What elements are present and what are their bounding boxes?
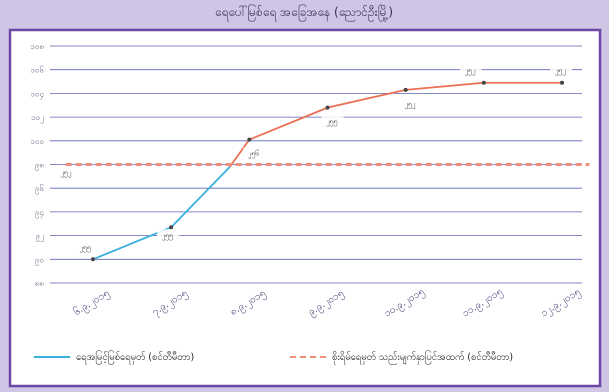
data-label-bg — [55, 166, 78, 178]
data-label-bg — [75, 241, 97, 253]
data-label-bg — [243, 147, 266, 159]
data-point — [169, 225, 174, 230]
gridlines — [50, 45, 582, 284]
y-tick-label: ၁၀၄ — [31, 89, 45, 100]
data-point — [560, 80, 564, 85]
data-point — [403, 87, 408, 92]
y-tick-label: ၁၀၂ — [31, 113, 44, 124]
y-tick-label: ၈၈ — [35, 279, 44, 288]
data-label-bg — [321, 115, 344, 127]
data-label: ၂၅၂ — [59, 169, 71, 178]
data-label: ၂၅၂ — [554, 67, 566, 76]
series-layer — [65, 80, 590, 262]
y-tick-label: ၉၂ — [36, 232, 45, 243]
chart-title: ရေပေါ်မြစ်ရေ အခြေအနေ (ညောင်ဦးမြို့) — [215, 3, 393, 22]
y-tick-label: ၉၈ — [35, 161, 44, 172]
data-label: ၂၅၅ — [161, 231, 173, 240]
y-tick-label: ၉၀ — [35, 255, 44, 266]
y-tick-label: ၉၄ — [35, 208, 44, 219]
series-line — [229, 81, 562, 168]
data-label: ၂၅၂ — [403, 100, 415, 109]
data-label: ၂၅၅ — [78, 243, 90, 252]
legend-label-warning-level: စိုးရိမ်ရေမှတ် သည်းမျက်နှာပြင်အထက် (စင်တ… — [332, 351, 513, 364]
data-point — [481, 80, 486, 85]
data-label: ၂၅၆ — [247, 150, 259, 159]
data-label: ၂၅၅ — [325, 118, 337, 127]
data-label-bg — [550, 64, 572, 76]
data-label-bg — [459, 64, 482, 76]
data-point — [325, 105, 330, 110]
y-tick-label: ၁၀၆ — [31, 65, 45, 75]
y-tick-label: ၁၀၀ — [31, 137, 45, 146]
legend-label-water-level: ရေအမြင့်မြစ်ရေမှတ် (စင်တီမီတာ) — [76, 351, 194, 364]
legend: ရေအမြင့်မြစ်ရေမှတ် (စင်တီမီတာ) စိုးရိမ်ရ… — [34, 351, 513, 364]
data-point — [91, 257, 95, 262]
data-point — [247, 137, 252, 142]
chart-panel — [8, 28, 602, 388]
data-label: ၂၅၂ — [463, 67, 475, 76]
y-tick-label: ၉၆ — [35, 183, 44, 195]
y-tick-label: ၁၀၈ — [30, 42, 44, 51]
data-label-bg — [399, 97, 422, 109]
data-label-bg — [157, 229, 180, 241]
